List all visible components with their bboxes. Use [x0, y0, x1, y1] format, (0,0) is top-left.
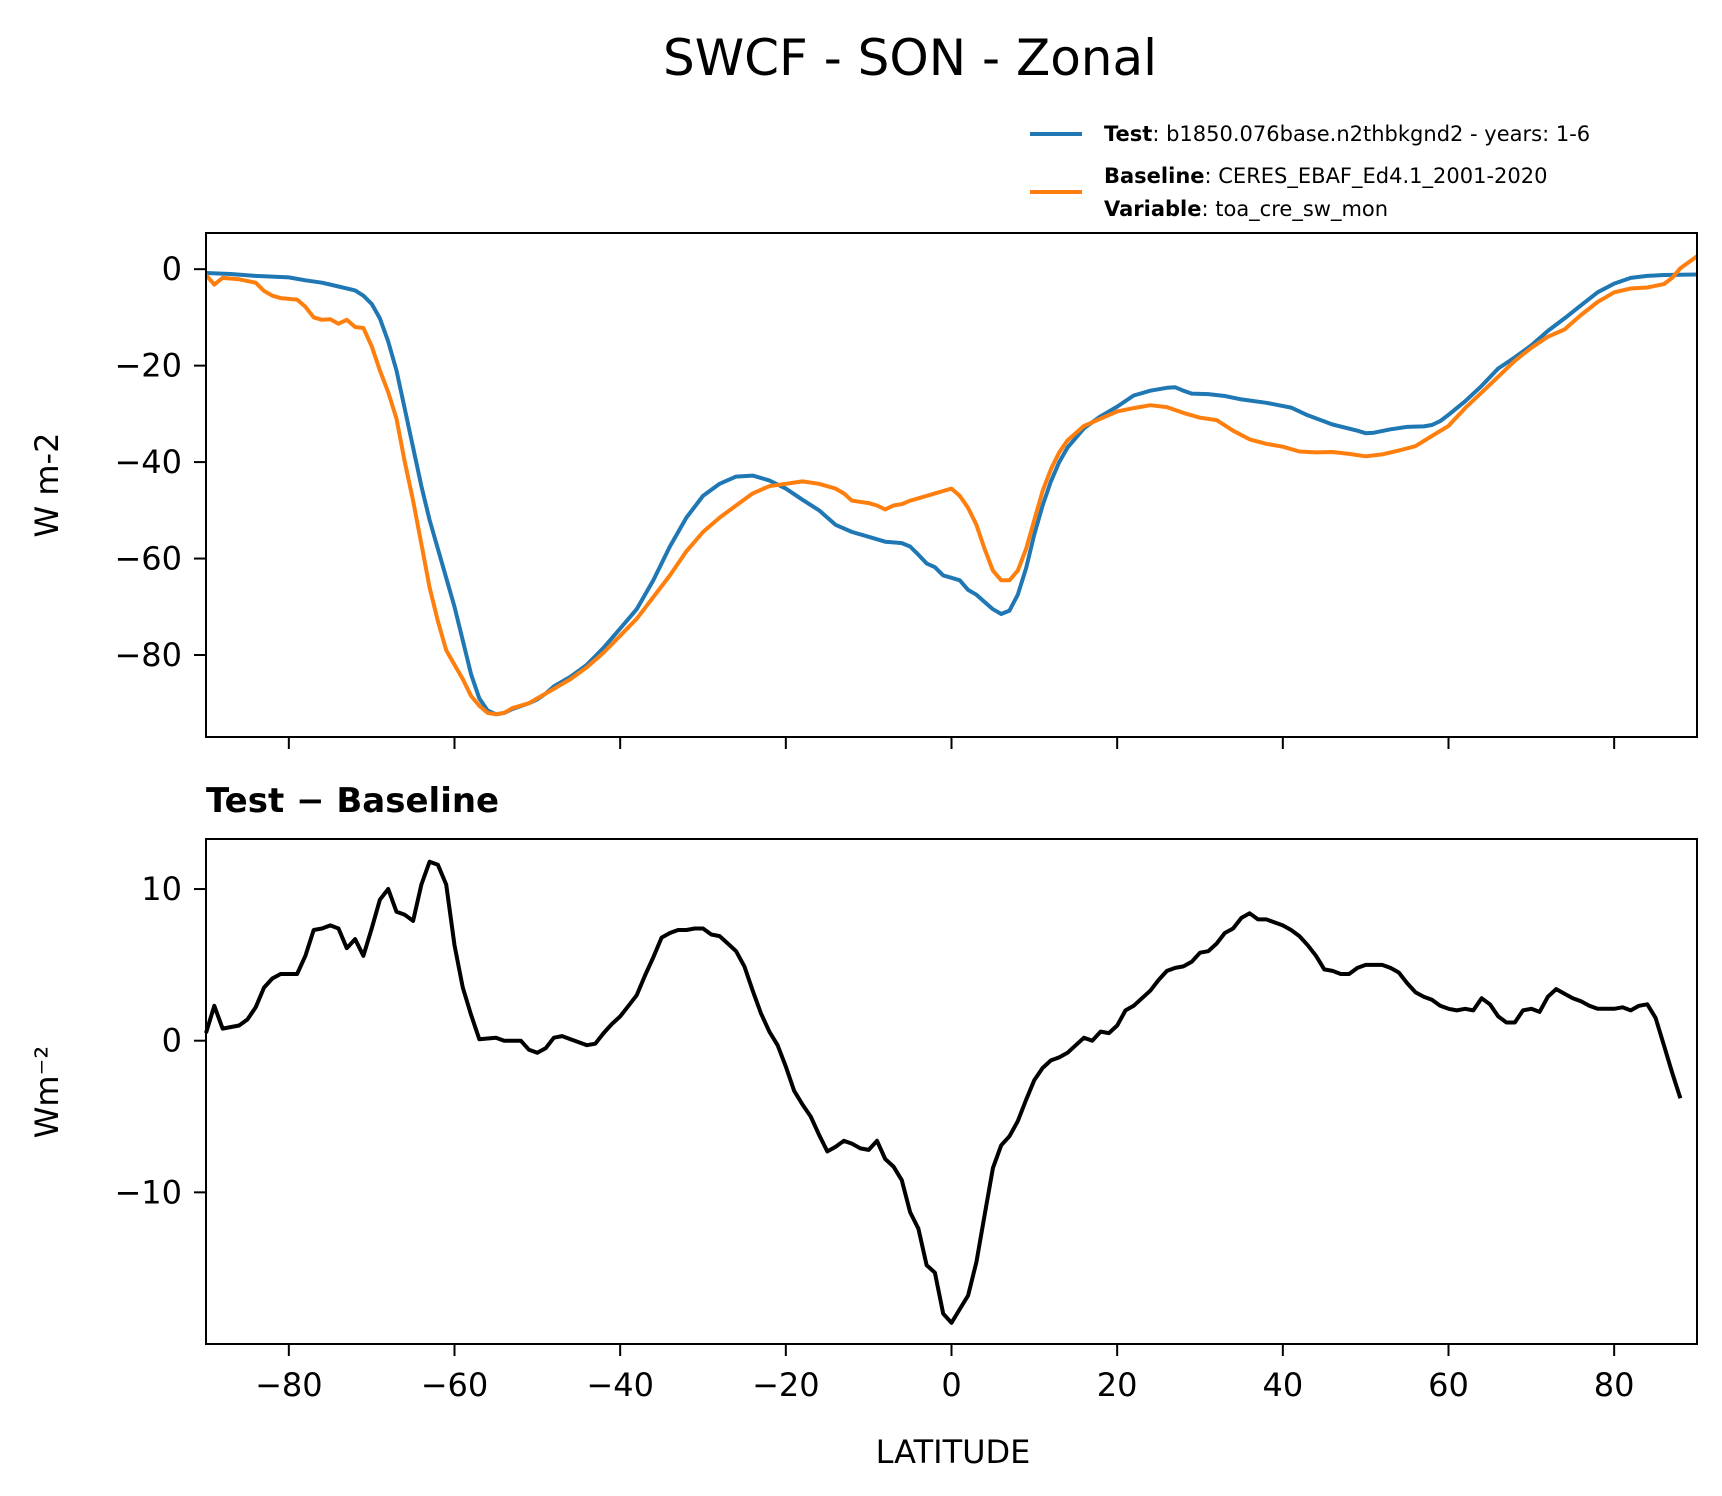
- bottom-x-tick-label: −60: [421, 1366, 489, 1404]
- bottom-series: [204, 859, 1683, 1325]
- bottom-x-tick-label: −20: [752, 1366, 820, 1404]
- top-x-ticks: [287, 737, 1616, 749]
- legend-baseline-entry: Baseline: CERES_EBAF_Ed4.1_2001-2020: [1104, 164, 1547, 189]
- top-axes-frame: [205, 232, 1698, 738]
- legend-test-entry: Test: b1850.076base.n2thbkgnd2 - years: …: [1104, 122, 1590, 146]
- difference-subtitle: Test − Baseline: [206, 781, 499, 821]
- top-series-test: [205, 271, 1698, 717]
- top-y-tick-label: −80: [114, 636, 182, 674]
- x-axis-label: LATITUDE: [876, 1433, 1031, 1471]
- legend-test-key: Test: [1104, 122, 1152, 146]
- bottom-y-tick-label: 0: [162, 1022, 182, 1060]
- top-y-ticks: 0 −20 −40 −60 −80: [114, 250, 206, 674]
- legend-variable-entry: Variable: toa_cre_sw_mon: [1104, 197, 1388, 222]
- bottom-axes-frame: [205, 838, 1698, 1345]
- top-panel: 0 −20 −40 −60 −80 W m-2: [28, 232, 1699, 749]
- top-series-baseline: [204, 254, 1699, 717]
- bottom-x-tick-label: 0: [941, 1366, 961, 1404]
- top-y-tick-label: −40: [114, 443, 182, 481]
- bottom-y-axis-label: Wm⁻²: [28, 1046, 66, 1139]
- top-y-axis-label: W m-2: [28, 433, 66, 538]
- legend-test-text: : b1850.076base.n2thbkgnd2 - years: 1-6: [1152, 122, 1590, 146]
- bottom-x-tick-label: 80: [1594, 1366, 1635, 1404]
- bottom-series-test-baseline: [204, 859, 1683, 1325]
- bottom-x-tick-label: 60: [1428, 1366, 1469, 1404]
- legend: Test: b1850.076base.n2thbkgnd2 - years: …: [1030, 122, 1590, 222]
- bottom-y-tick-label: 10: [141, 870, 182, 908]
- top-series: [204, 254, 1699, 717]
- top-y-tick-label: −60: [114, 540, 182, 578]
- chart-title: SWCF - SON - Zonal: [663, 29, 1157, 87]
- bottom-x-tick-label: −40: [586, 1366, 654, 1404]
- legend-baseline-key: Baseline: [1104, 164, 1205, 188]
- top-y-tick-label: 0: [162, 250, 182, 288]
- bottom-y-ticks: 10 0 −10: [114, 870, 206, 1211]
- bottom-x-ticks: −80 −60 −40 −20 0 20 40 60 80: [255, 1344, 1635, 1404]
- legend-baseline-text: : CERES_EBAF_Ed4.1_2001-2020: [1205, 164, 1548, 189]
- bottom-y-tick-label: −10: [114, 1173, 182, 1211]
- top-y-tick-label: −20: [114, 347, 182, 385]
- bottom-panel: 10 0 −10 −80 −60 −40 −20 0 20 40 60 80 Wm⁻² LATITU…: [28, 838, 1698, 1471]
- bottom-x-tick-label: 20: [1097, 1366, 1138, 1404]
- legend-variable-text: : toa_cre_sw_mon: [1201, 197, 1388, 222]
- legend-variable-key: Variable: [1104, 197, 1201, 221]
- bottom-x-tick-label: 40: [1262, 1366, 1303, 1404]
- bottom-x-tick-label: −80: [255, 1366, 323, 1404]
